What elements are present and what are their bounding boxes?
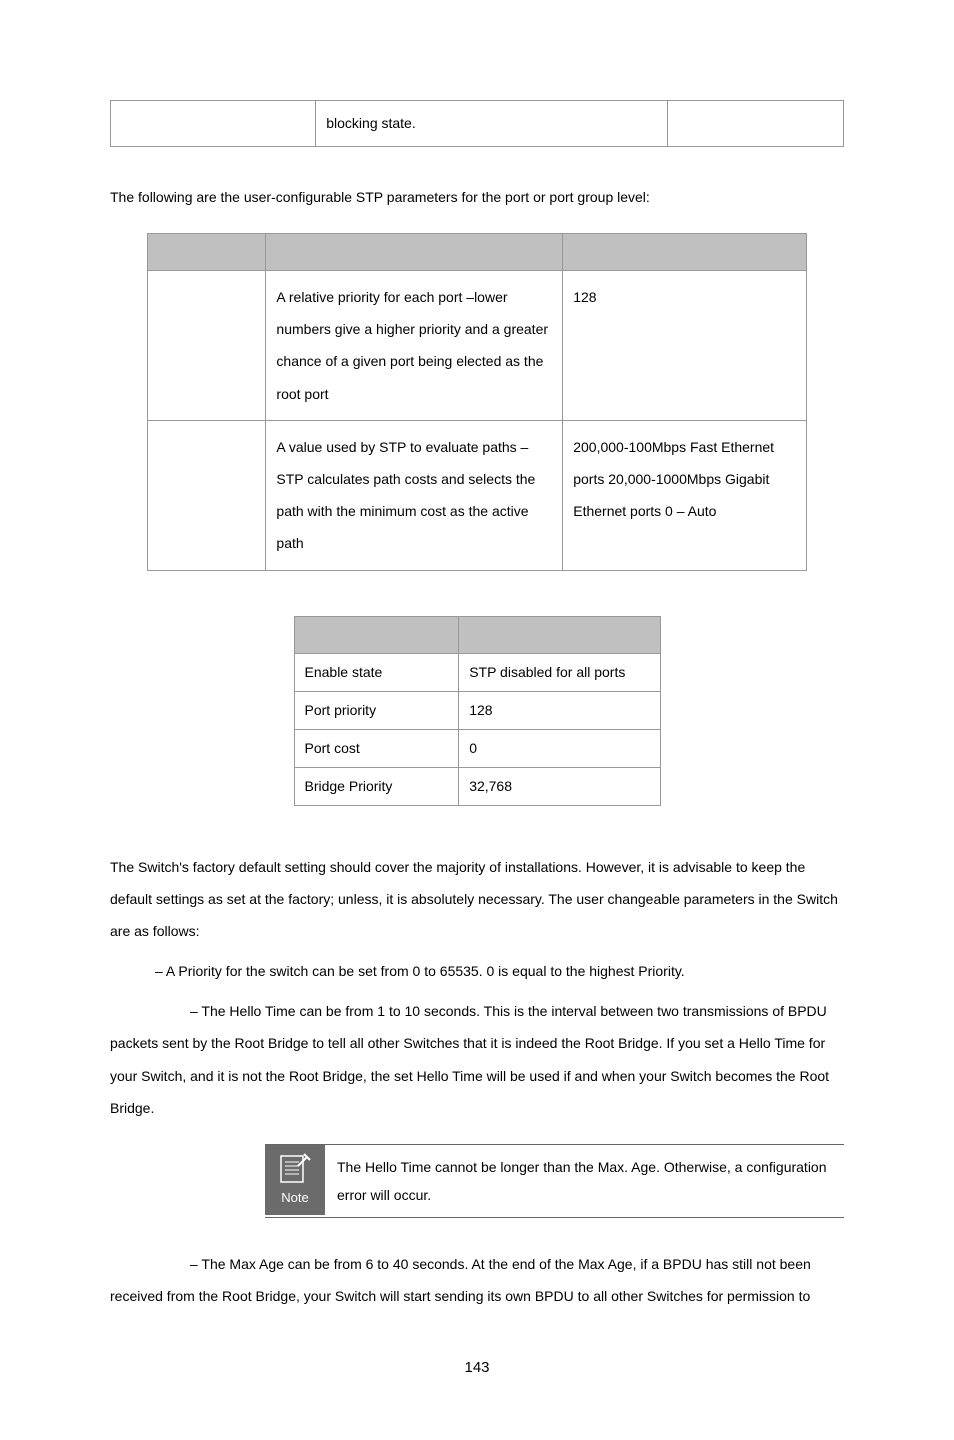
page-number: 143: [110, 1357, 844, 1380]
priority-bullet: – A Priority for the switch can be set f…: [110, 955, 844, 987]
cell: 200,000-100Mbps Fast Ethernet ports 20,0…: [563, 420, 807, 570]
cell: 128: [459, 691, 660, 729]
table-header-row: [294, 616, 660, 653]
table-row: Enable state STP disabled for all ports: [294, 653, 660, 691]
stp-parameters-table: A relative priority for each port –lower…: [147, 233, 808, 571]
table-row: A value used by STP to evaluate paths – …: [147, 420, 807, 570]
table-header-row: [147, 234, 807, 271]
cell: A relative priority for each port –lower…: [266, 271, 563, 421]
cell: 0: [459, 729, 660, 767]
cell: Port cost: [294, 729, 459, 767]
table-row: A relative priority for each port –lower…: [147, 271, 807, 421]
max-age-paragraph: – The Max Age can be from 6 to 40 second…: [110, 1248, 844, 1312]
cell: [668, 101, 844, 147]
header-cell: [563, 234, 807, 271]
note-callout: Note The Hello Time cannot be longer tha…: [265, 1144, 844, 1218]
intro-paragraph: The following are the user-configurable …: [110, 187, 844, 208]
cell: Enable state: [294, 653, 459, 691]
cell: 128: [563, 271, 807, 421]
default-settings-table: Enable state STP disabled for all ports …: [294, 616, 661, 806]
cell: blocking state.: [316, 101, 668, 147]
factory-default-paragraph: The Switch's factory default setting sho…: [110, 851, 844, 948]
table-row: Port priority 128: [294, 691, 660, 729]
cell: [111, 101, 316, 147]
header-cell: [294, 616, 459, 653]
top-fragment-table: blocking state.: [110, 100, 844, 147]
table-row: blocking state.: [111, 101, 844, 147]
cell: A value used by STP to evaluate paths – …: [266, 420, 563, 570]
table-row: Bridge Priority 32,768: [294, 767, 660, 805]
header-cell: [147, 234, 266, 271]
note-label: Note: [281, 1188, 308, 1208]
header-cell: [266, 234, 563, 271]
note-text: The Hello Time cannot be longer than the…: [325, 1145, 844, 1217]
cell: Port priority: [294, 691, 459, 729]
note-icon-container: Note: [265, 1145, 325, 1215]
cell: STP disabled for all ports: [459, 653, 660, 691]
cell: [147, 271, 266, 421]
header-cell: [459, 616, 660, 653]
notepad-icon: [278, 1152, 312, 1184]
table-row: Port cost 0: [294, 729, 660, 767]
cell: [147, 420, 266, 570]
hello-time-paragraph: – The Hello Time can be from 1 to 10 sec…: [110, 995, 844, 1124]
cell: 32,768: [459, 767, 660, 805]
cell: Bridge Priority: [294, 767, 459, 805]
